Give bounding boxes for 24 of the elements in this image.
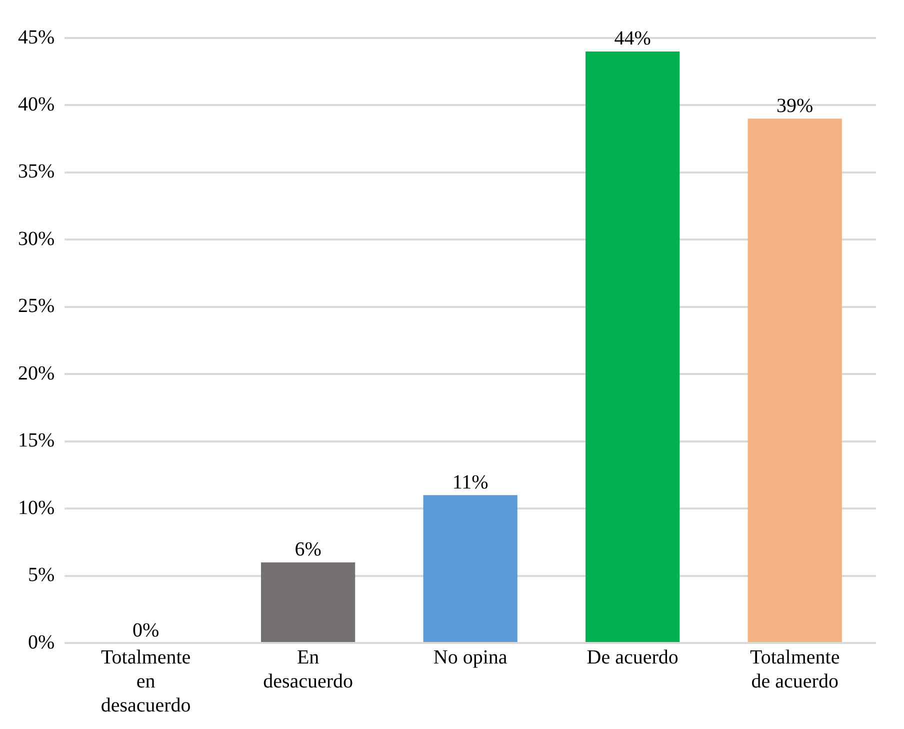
y-tick-label: 40% bbox=[18, 93, 55, 116]
y-tick-label: 10% bbox=[18, 496, 55, 519]
y-tick-label: 15% bbox=[18, 430, 55, 452]
y-tick-label: 45% bbox=[18, 26, 55, 48]
data-label: 39% bbox=[776, 94, 814, 117]
data-label: 6% bbox=[294, 538, 322, 561]
bar bbox=[586, 51, 680, 642]
bar bbox=[748, 118, 842, 642]
x-tick-label: Totalmente de acuerdo bbox=[750, 646, 840, 692]
x-tick-label: En desacuerdo bbox=[263, 646, 354, 692]
y-tick-label: 0% bbox=[28, 631, 55, 654]
y-tick-label: 35% bbox=[18, 160, 55, 183]
bar bbox=[261, 562, 356, 642]
y-tick-label: 20% bbox=[18, 362, 55, 384]
data-label: 44% bbox=[614, 28, 651, 50]
data-label: 11% bbox=[452, 471, 488, 494]
x-tick-label: No opina bbox=[433, 646, 508, 668]
x-tick-label: Totalmente en desacuerdo bbox=[100, 646, 191, 716]
y-tick-label: 5% bbox=[28, 564, 55, 586]
y-tick-label: 25% bbox=[18, 295, 55, 318]
x-tick-label: De acuerdo bbox=[586, 646, 678, 668]
data-label: 0% bbox=[132, 619, 160, 642]
bar bbox=[423, 495, 518, 642]
y-tick-label: 30% bbox=[18, 228, 55, 250]
